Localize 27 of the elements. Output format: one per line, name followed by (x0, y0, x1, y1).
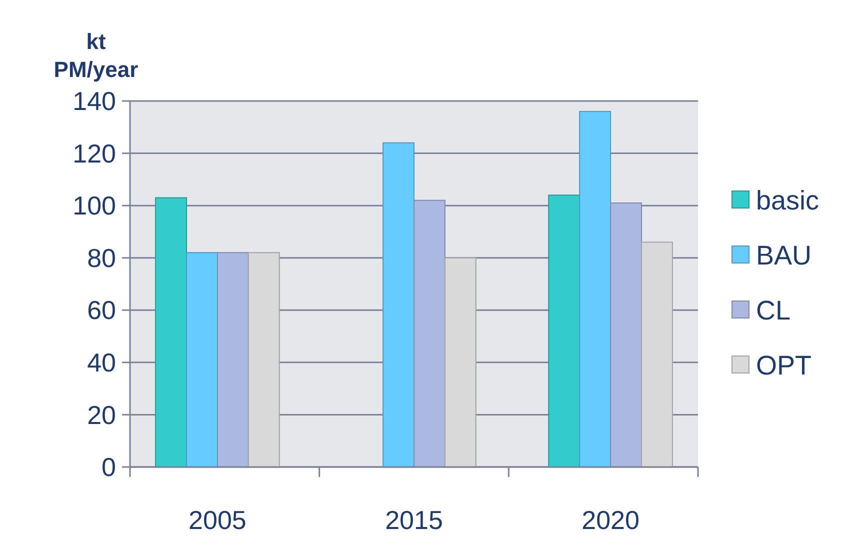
y-tick-label: 0 (102, 452, 116, 482)
bar (414, 200, 446, 468)
x-tick-label: 2020 (582, 505, 640, 535)
y-tick-label: 40 (87, 348, 116, 378)
bar (610, 202, 642, 468)
bar (548, 194, 580, 468)
y-tick-label: 20 (87, 400, 116, 430)
bar (444, 257, 476, 468)
bar (640, 242, 673, 468)
bar (155, 197, 188, 468)
y-tick-label: 60 (87, 295, 116, 326)
legend-label: basic (756, 185, 820, 216)
x-tick-label: 2015 (385, 505, 443, 535)
y-tick-label: 100 (72, 190, 116, 221)
bar (579, 110, 612, 468)
y-tick-label: 120 (72, 138, 116, 168)
bar (186, 252, 218, 468)
y-axis-title: kt PM/year (54, 29, 139, 82)
bar (382, 142, 414, 468)
y-tick-label: 140 (72, 86, 116, 116)
legend-label: OPT (756, 350, 812, 380)
x-tick-label: 2005 (188, 505, 246, 535)
bar (216, 252, 249, 468)
legend-label: CL (756, 295, 791, 326)
legend-label: BAU (756, 240, 812, 270)
bar (248, 252, 280, 468)
y-tick-label: 80 (87, 242, 116, 273)
